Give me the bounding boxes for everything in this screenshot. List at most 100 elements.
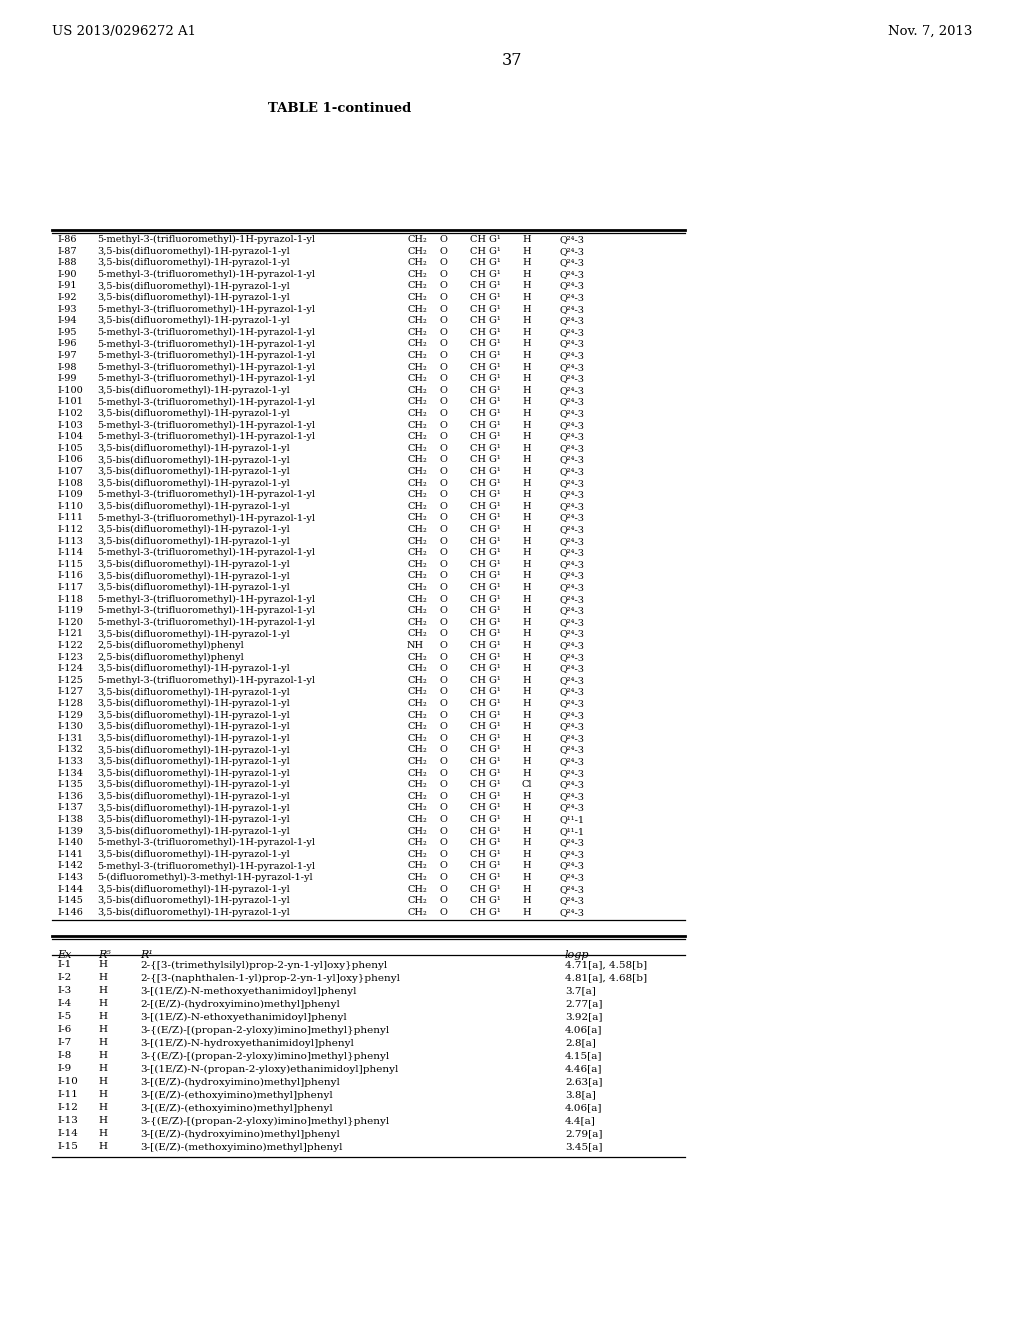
Text: CH₂: CH₂: [407, 896, 427, 906]
Text: 5-methyl-3-(trifluoromethyl)-1H-pyrazol-1-yl: 5-methyl-3-(trifluoromethyl)-1H-pyrazol-…: [97, 676, 315, 685]
Text: Q²⁴-3: Q²⁴-3: [560, 247, 585, 256]
Text: O: O: [440, 618, 447, 627]
Text: CH G¹: CH G¹: [470, 908, 501, 917]
Text: 5-methyl-3-(trifluoromethyl)-1H-pyrazol-1-yl: 5-methyl-3-(trifluoromethyl)-1H-pyrazol-…: [97, 548, 315, 557]
Text: H: H: [98, 1117, 106, 1126]
Text: 3,5-bis(difluoromethyl)-1H-pyrazol-1-yl: 3,5-bis(difluoromethyl)-1H-pyrazol-1-yl: [97, 710, 290, 719]
Text: O: O: [440, 305, 447, 314]
Text: I-100: I-100: [57, 385, 83, 395]
Text: H: H: [522, 722, 530, 731]
Text: CH G¹: CH G¹: [470, 525, 501, 535]
Text: Q²⁴-3: Q²⁴-3: [560, 339, 585, 348]
Text: 4.46[a]: 4.46[a]: [565, 1064, 602, 1073]
Text: CH G¹: CH G¹: [470, 700, 501, 708]
Text: H: H: [98, 1064, 106, 1073]
Text: H: H: [522, 317, 530, 325]
Text: H: H: [522, 444, 530, 453]
Text: CH₂: CH₂: [407, 455, 427, 465]
Text: CH G¹: CH G¹: [470, 710, 501, 719]
Text: CH G¹: CH G¹: [470, 421, 501, 429]
Text: 2.63[a]: 2.63[a]: [565, 1077, 602, 1086]
Text: I-132: I-132: [57, 746, 83, 755]
Text: O: O: [440, 247, 447, 256]
Text: I-87: I-87: [57, 247, 77, 256]
Text: I-10: I-10: [57, 1077, 78, 1086]
Text: 5-methyl-3-(trifluoromethyl)-1H-pyrazol-1-yl: 5-methyl-3-(trifluoromethyl)-1H-pyrazol-…: [97, 305, 315, 314]
Text: I-146: I-146: [57, 908, 83, 917]
Text: O: O: [440, 630, 447, 639]
Text: O: O: [440, 269, 447, 279]
Text: O: O: [440, 804, 447, 812]
Text: 4.71[a], 4.58[b]: 4.71[a], 4.58[b]: [565, 961, 647, 969]
Text: H: H: [522, 548, 530, 557]
Text: CH₂: CH₂: [407, 734, 427, 743]
Text: H: H: [522, 560, 530, 569]
Text: CH₂: CH₂: [407, 780, 427, 789]
Text: O: O: [440, 710, 447, 719]
Text: I-91: I-91: [57, 281, 77, 290]
Text: 3,5-bis(difluoromethyl)-1H-pyrazol-1-yl: 3,5-bis(difluoromethyl)-1H-pyrazol-1-yl: [97, 804, 290, 813]
Text: CH G¹: CH G¹: [470, 688, 501, 697]
Text: 3,5-bis(difluoromethyl)-1H-pyrazol-1-yl: 3,5-bis(difluoromethyl)-1H-pyrazol-1-yl: [97, 583, 290, 593]
Text: I-134: I-134: [57, 768, 83, 777]
Text: I-8: I-8: [57, 1052, 72, 1060]
Text: CH G¹: CH G¹: [470, 676, 501, 685]
Text: I-116: I-116: [57, 572, 83, 581]
Text: H: H: [522, 537, 530, 545]
Text: Q²⁴-3: Q²⁴-3: [560, 873, 585, 882]
Text: I-140: I-140: [57, 838, 83, 847]
Text: O: O: [440, 642, 447, 649]
Text: CH G¹: CH G¹: [470, 363, 501, 372]
Text: 3,5-bis(difluoromethyl)-1H-pyrazol-1-yl: 3,5-bis(difluoromethyl)-1H-pyrazol-1-yl: [97, 768, 290, 777]
Text: 3,5-bis(difluoromethyl)-1H-pyrazol-1-yl: 3,5-bis(difluoromethyl)-1H-pyrazol-1-yl: [97, 746, 290, 755]
Text: CH₂: CH₂: [407, 583, 427, 591]
Text: I-11: I-11: [57, 1090, 78, 1100]
Text: 3,5-bis(difluoromethyl)-1H-pyrazol-1-yl: 3,5-bis(difluoromethyl)-1H-pyrazol-1-yl: [97, 247, 290, 256]
Text: H: H: [522, 363, 530, 372]
Text: I-120: I-120: [57, 618, 83, 627]
Text: CH₂: CH₂: [407, 873, 427, 882]
Text: Q²⁴-3: Q²⁴-3: [560, 768, 585, 777]
Text: 5-methyl-3-(trifluoromethyl)-1H-pyrazol-1-yl: 5-methyl-3-(trifluoromethyl)-1H-pyrazol-…: [97, 269, 315, 279]
Text: H: H: [522, 572, 530, 581]
Text: Q²⁴-3: Q²⁴-3: [560, 583, 585, 591]
Text: 3-[(E/Z)-(hydroxyimino)methyl]phenyl: 3-[(E/Z)-(hydroxyimino)methyl]phenyl: [140, 1077, 340, 1086]
Text: CH₂: CH₂: [407, 826, 427, 836]
Text: Q²⁴-3: Q²⁴-3: [560, 444, 585, 453]
Text: CH G¹: CH G¹: [470, 746, 501, 755]
Text: O: O: [440, 722, 447, 731]
Text: O: O: [440, 537, 447, 545]
Text: H: H: [522, 814, 530, 824]
Text: 3,5-bis(difluoromethyl)-1H-pyrazol-1-yl: 3,5-bis(difluoromethyl)-1H-pyrazol-1-yl: [97, 467, 290, 477]
Text: 3,5-bis(difluoromethyl)-1H-pyrazol-1-yl: 3,5-bis(difluoromethyl)-1H-pyrazol-1-yl: [97, 630, 290, 639]
Text: H: H: [522, 339, 530, 348]
Text: 3-{(E/Z)-[(propan-2-yloxy)imino]methyl}phenyl: 3-{(E/Z)-[(propan-2-yloxy)imino]methyl}p…: [140, 1052, 389, 1060]
Text: I-136: I-136: [57, 792, 83, 801]
Text: O: O: [440, 688, 447, 697]
Text: 3.7[a]: 3.7[a]: [565, 986, 596, 995]
Text: I-145: I-145: [57, 896, 83, 906]
Text: CH G¹: CH G¹: [470, 479, 501, 487]
Text: 5-methyl-3-(trifluoromethyl)-1H-pyrazol-1-yl: 5-methyl-3-(trifluoromethyl)-1H-pyrazol-…: [97, 432, 315, 441]
Text: 3,5-bis(difluoromethyl)-1H-pyrazol-1-yl: 3,5-bis(difluoromethyl)-1H-pyrazol-1-yl: [97, 537, 290, 545]
Text: CH G¹: CH G¹: [470, 444, 501, 453]
Text: O: O: [440, 768, 447, 777]
Text: 5-methyl-3-(trifluoromethyl)-1H-pyrazol-1-yl: 5-methyl-3-(trifluoromethyl)-1H-pyrazol-…: [97, 862, 315, 870]
Text: O: O: [440, 873, 447, 882]
Text: O: O: [440, 756, 447, 766]
Text: CH G¹: CH G¹: [470, 780, 501, 789]
Text: H: H: [522, 850, 530, 859]
Text: 4.06[a]: 4.06[a]: [565, 1026, 602, 1035]
Text: CH G¹: CH G¹: [470, 768, 501, 777]
Text: I-14: I-14: [57, 1130, 78, 1138]
Text: 4.4[a]: 4.4[a]: [565, 1117, 596, 1126]
Text: H: H: [522, 467, 530, 477]
Text: 5-methyl-3-(trifluoromethyl)-1H-pyrazol-1-yl: 5-methyl-3-(trifluoromethyl)-1H-pyrazol-…: [97, 606, 315, 615]
Text: 3,5-bis(difluoromethyl)-1H-pyrazol-1-yl: 3,5-bis(difluoromethyl)-1H-pyrazol-1-yl: [97, 734, 290, 743]
Text: I-113: I-113: [57, 537, 83, 545]
Text: 4.15[a]: 4.15[a]: [565, 1052, 602, 1060]
Text: I-138: I-138: [57, 814, 83, 824]
Text: Q²⁴-3: Q²⁴-3: [560, 560, 585, 569]
Text: H: H: [98, 1026, 106, 1035]
Text: H: H: [522, 606, 530, 615]
